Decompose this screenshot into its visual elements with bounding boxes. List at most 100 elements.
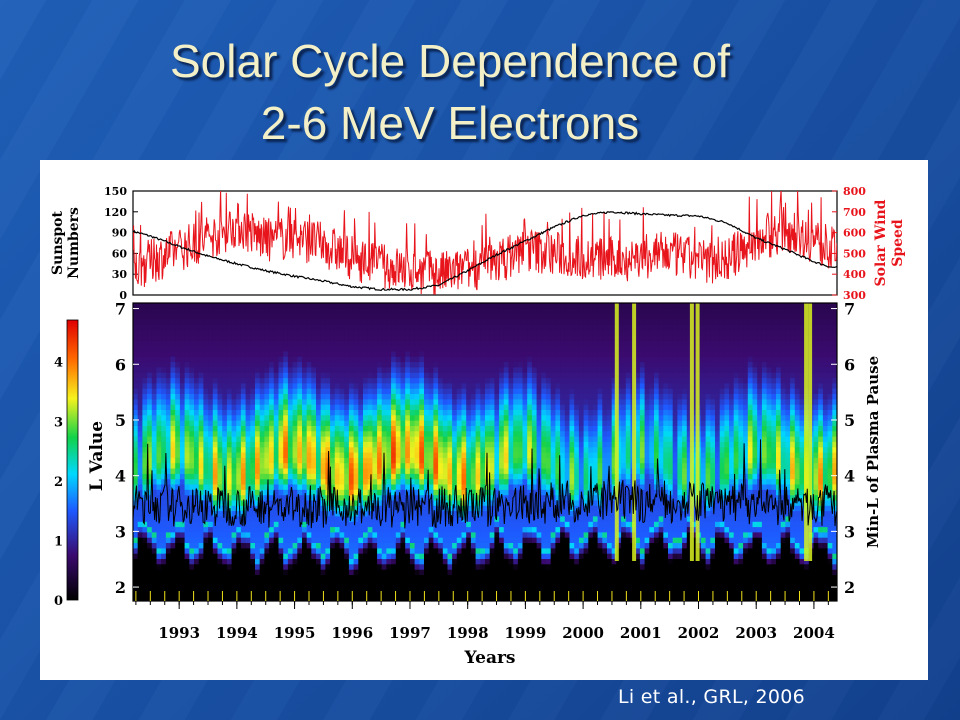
heatmap-cell [405,542,411,549]
heatmap-cell [226,324,233,331]
heatmap-cell [522,521,528,528]
heatmap-cell [419,350,425,357]
heatmap-cell [480,542,486,549]
heatmap-cell [184,579,190,586]
heatmap-cell [499,372,505,379]
heatmap-cell [358,430,364,437]
heatmap-cell [400,340,406,347]
heatmap-cell [353,356,359,363]
heatmap-cell [316,324,322,331]
heatmap-cell [278,441,284,448]
heatmap-cell [170,574,176,581]
heatmap-cell [161,388,167,394]
heatmap-cell [273,510,280,517]
heatmap-cell [344,521,350,528]
heatmap-cell [339,489,345,496]
heatmap-cell [179,361,186,368]
heatmap-cell [137,324,143,331]
heatmap-cell [292,393,298,400]
heatmap-cell [179,483,186,490]
heatmap-cell [344,558,350,565]
heatmap-cell [306,457,312,464]
heatmap-cell [499,425,505,432]
heatmap-cell [377,409,383,416]
heatmap-cell [311,441,317,448]
heatmap-cell [226,430,233,437]
heatmap-cell [236,462,242,469]
heatmap-cell [297,329,303,336]
heatmap-cell [386,425,392,432]
heatmap-cell [348,350,355,357]
heatmap-cell [489,542,495,549]
heatmap-cell [334,324,341,331]
heatmap-cell [372,547,378,554]
heatmap-cell [222,388,228,394]
heatmap-cell [325,579,331,586]
heatmap-cell [231,313,237,320]
heatmap-cell [212,436,219,442]
heatmap-cell [452,579,458,586]
heatmap-cell [503,319,510,325]
heatmap-cell [189,334,195,341]
heatmap-cell [372,398,378,405]
heatmap-cell [273,366,280,373]
heatmap-cell [428,414,434,421]
heatmap-cell [287,585,294,591]
heatmap-cell [133,436,139,442]
heatmap-cell [142,356,148,363]
heatmap-cell [494,569,500,575]
heatmap-cell [367,366,373,373]
heatmap-cell [405,462,411,469]
heatmap-cell [363,329,369,336]
heatmap-cell [151,531,158,538]
heatmap-cell [306,468,312,474]
heatmap-cell [353,436,359,442]
heatmap-cell [198,414,204,421]
heatmap-cell [302,595,308,601]
heatmap-cell [165,585,172,591]
heatmap-cell [250,468,256,474]
heatmap-cell [226,393,233,400]
heatmap-cell [137,436,143,442]
heatmap-cell [395,377,402,384]
heatmap-cell [259,319,265,325]
heatmap-cell [165,324,172,331]
heatmap-cell [334,308,341,315]
heatmap-cell [480,382,486,389]
heatmap-cell [522,574,528,581]
heatmap-cell [475,569,481,575]
heatmap-cell [273,537,280,543]
heatmap-cell [358,404,364,410]
heatmap-cell [433,430,439,437]
heatmap-cell [151,324,158,331]
heatmap-cell [470,393,477,400]
heatmap-cell [189,398,195,405]
heatmap-cell [259,366,265,373]
heatmap-cell [442,531,449,538]
heatmap-cell [212,319,219,325]
heatmap-cell [428,430,434,437]
heatmap-cell [306,441,312,448]
heatmap-cell [259,404,265,410]
heatmap-cell [189,489,195,496]
heatmap-cell [222,446,228,453]
heatmap-cell [320,558,326,565]
heatmap-cell [442,313,449,320]
heatmap-cell [287,441,294,448]
heatmap-cell [311,388,317,394]
heatmap-cell [428,303,434,309]
heatmap-cell [405,436,411,442]
heatmap-cell [499,558,505,565]
heatmap-cell [391,489,397,496]
heatmap-cell [372,409,378,416]
heatmap-cell [433,563,439,570]
heatmap-cell [405,579,411,586]
heatmap-cell [442,350,449,357]
heatmap-cell [541,489,547,496]
heatmap-cell [377,361,383,368]
heatmap-cell [541,574,547,581]
heatmap-cell [503,457,510,464]
heatmap-cell [466,563,472,570]
heatmap-cell [377,414,383,421]
heatmap-cell [367,579,373,586]
